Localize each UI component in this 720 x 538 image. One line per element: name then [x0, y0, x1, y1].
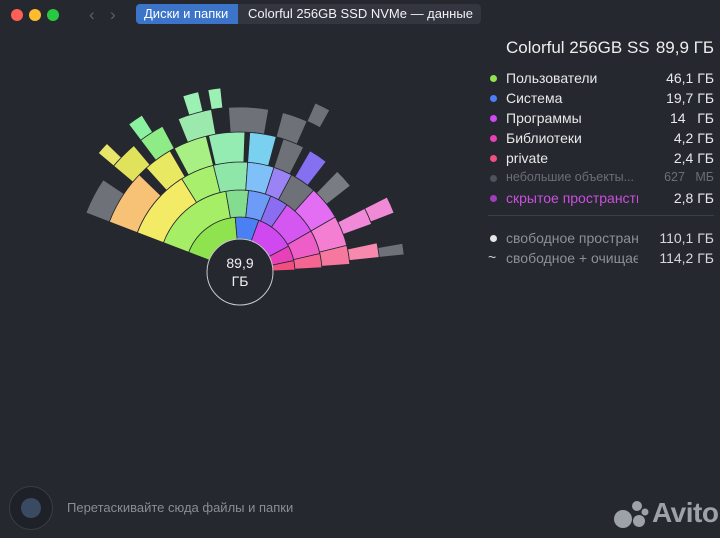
- category-size: 2,4 ГБ: [673, 150, 714, 166]
- center-total-unit: ГБ: [232, 273, 249, 289]
- users-spike-segment[interactable]: [97, 142, 122, 167]
- category-small-objects[interactable]: небольшие объекты... 627 МБ: [488, 170, 714, 188]
- small-objects-outer-segment[interactable]: [377, 242, 405, 258]
- free-space-dot: [490, 235, 497, 242]
- category-label: небольшие объекты...: [506, 170, 634, 184]
- category-label: скрытое пространство: [506, 190, 638, 206]
- small-objects-outer-segment[interactable]: [228, 106, 270, 135]
- panel-divider: [488, 215, 714, 216]
- back-arrow-icon[interactable]: ‹: [89, 5, 95, 24]
- free-purgeable-label: свободное + очищаемое: [506, 250, 638, 266]
- category-system[interactable]: Система 19,7 ГБ: [488, 90, 714, 108]
- libraries-far-segment[interactable]: [364, 196, 395, 223]
- system-outer-segment[interactable]: [294, 150, 327, 186]
- free-space-label: свободное пространство: [506, 230, 638, 246]
- small-objects-outer-segment[interactable]: [275, 112, 308, 145]
- users-outer-segment[interactable]: [145, 150, 186, 191]
- category-size: 19,7 ГБ: [666, 90, 714, 106]
- hidden-space-color-dot: [490, 195, 497, 202]
- small-objects-outer-segment[interactable]: [85, 179, 125, 223]
- category-size: 2,8 ГБ: [673, 190, 714, 206]
- volume-total: 89,9 ГБ: [655, 38, 714, 57]
- small-objects-outer-segment[interactable]: [306, 102, 331, 129]
- private-outer-segment[interactable]: [347, 242, 380, 261]
- volume-header: Colorful 256GB SSD NVMe — данные 89,9 ГБ: [506, 38, 714, 60]
- drop-hint: Перетаскивайте сюда файлы и папки: [67, 500, 294, 515]
- category-libraries[interactable]: Библиотеки 4,2 ГБ: [488, 130, 714, 148]
- users-spike-segment[interactable]: [207, 87, 224, 110]
- breadcrumb-disks-folders[interactable]: Диски и папки: [136, 4, 247, 24]
- system-outer-segment[interactable]: [247, 131, 277, 167]
- private-color-dot: [490, 155, 497, 162]
- category-label: Система: [506, 90, 563, 106]
- category-size: 627 МБ: [664, 170, 714, 184]
- avito-logo-icon: [614, 501, 649, 528]
- drop-target-icon: [21, 498, 41, 518]
- category-label: Библиотеки: [506, 130, 582, 146]
- users-outer-segment[interactable]: [173, 135, 214, 176]
- category-size: 4,2 ГБ: [673, 130, 714, 146]
- category-label: private: [506, 150, 549, 166]
- category-applications[interactable]: Программы 14 ГБ: [488, 110, 714, 128]
- forward-arrow-icon[interactable]: ›: [110, 5, 116, 24]
- users-far-segment[interactable]: [113, 145, 151, 183]
- close-window-button[interactable]: [11, 9, 23, 21]
- breadcrumb-current-volume[interactable]: Colorful 256GB SSD NVMe — данные: [238, 4, 481, 24]
- center-total-value: 89,9: [226, 255, 253, 271]
- drop-target-button[interactable]: [9, 486, 53, 530]
- users-spike-segment[interactable]: [182, 91, 204, 116]
- users-spike-segment[interactable]: [128, 114, 154, 141]
- category-private[interactable]: private 2,4 ГБ: [488, 150, 714, 168]
- free-purgeable-row: ~ свободное + очищаемое 114,2 ГБ: [488, 249, 714, 268]
- title-bar: ‹ › Диски и папки Colorful 256GB SSD NVM…: [0, 0, 720, 30]
- volume-name: Colorful 256GB SSD NVMe — данные: [506, 38, 649, 57]
- category-label: Пользователи: [506, 70, 598, 86]
- small-objects-color-dot: [490, 175, 497, 182]
- category-label: Программы: [506, 110, 582, 126]
- sunburst-segments: [85, 87, 405, 272]
- system-color-dot: [490, 95, 497, 102]
- libraries-color-dot: [490, 135, 497, 142]
- approx-icon: ~: [488, 249, 497, 265]
- small-objects-outer-segment[interactable]: [273, 138, 305, 175]
- small-objects-outer-segment[interactable]: [315, 170, 351, 205]
- users-color-dot: [490, 75, 497, 82]
- free-space-row: свободное пространство 110,1 ГБ: [488, 230, 714, 248]
- category-users[interactable]: Пользователи 46,1 ГБ: [488, 70, 714, 88]
- category-size: 46,1 ГБ: [666, 70, 714, 86]
- free-purgeable-value: 114,2 ГБ: [659, 250, 714, 266]
- zoom-window-button[interactable]: [47, 9, 59, 21]
- minimize-window-button[interactable]: [29, 9, 41, 21]
- category-size: 14 ГБ: [669, 110, 714, 126]
- free-space-value: 110,1 ГБ: [659, 230, 714, 246]
- watermark-text: Avito: [652, 497, 719, 528]
- users-outer-segment[interactable]: [208, 131, 246, 166]
- category-hidden-space[interactable]: скрытое пространство 2,8 ГБ: [488, 190, 714, 208]
- center-total-circle[interactable]: [206, 238, 274, 306]
- applications-color-dot: [490, 115, 497, 122]
